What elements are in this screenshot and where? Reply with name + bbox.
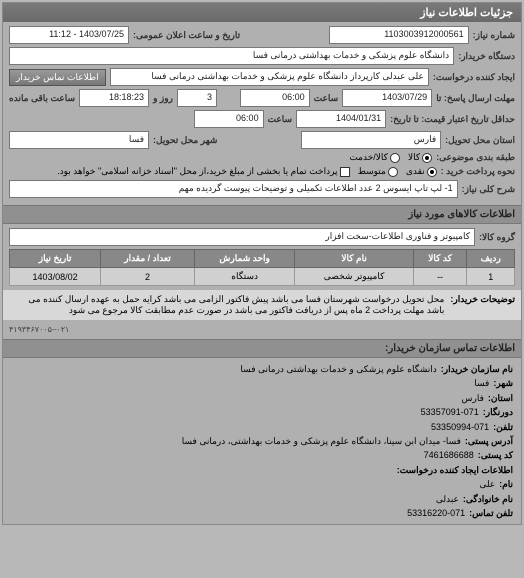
table-header: ردیف [467,250,515,268]
radio-icon [390,153,400,163]
deadline-date[interactable]: 1403/07/29 [342,89,432,107]
creator-field: علی عبدلی کارپرداز دانشگاه علوم پزشکی و … [110,68,429,86]
radio-icon [427,167,437,177]
table-header: کد کالا [413,250,467,268]
radio-inst-label: پرداخت تمام یا بخشی از مبلغ خرید،از محل … [57,166,337,177]
postcode-value: 7461686688 [424,448,474,462]
time-label-2: ساعت [268,114,293,125]
valid-until-label: حداقل تاریخ اعتبار قیمت: تا تاریخ: [390,114,515,125]
days-left: 3 [177,89,217,107]
contact-area: نام سازمان خریدار: دانشگاه علوم پزشکی و خ… [3,358,521,524]
day-label: روز و [153,93,173,104]
radio-cash[interactable]: نقدی [406,166,437,177]
radio-all[interactable]: کالا [408,152,432,163]
radio-mid-label: متوسط [358,166,386,177]
table-cell: کامپیوتر شخصی [295,268,413,286]
deadline-label: مهلت ارسال پاسخ: تا [436,93,515,104]
radio-inst[interactable]: پرداخت تمام یا بخشی از مبلغ خرید،از محل … [57,166,349,177]
buyer-field: دانشگاه علوم پزشکی و خدمات بهداشتی درمان… [9,47,454,65]
table-header: واحد شمارش [194,250,295,268]
ctel-value: 53316220-071 [407,506,465,520]
pack-type-label: طبقه بندی موضوعی: [436,152,515,163]
name-value: علی [479,477,495,491]
c-province-value: فارس [462,391,484,405]
valid-until-date[interactable]: 1404/01/31 [296,110,386,128]
footer-number: ۰۲۱–۴۱۹۳۴۶۷۰۰۵ [9,325,69,334]
contact-section-title: اطلاعات تماس سازمان خریدار: [3,339,521,358]
ctel-label: تلفن تماس: [469,506,513,520]
time-label-1: ساعت [314,93,339,104]
radio-service[interactable]: کالا/خدمت [349,152,400,163]
deadline-time[interactable]: 06:00 [240,89,310,107]
fax-label: دورنگار: [483,405,513,419]
announce-label: تاریخ و ساعت اعلان عمومی: [133,30,240,41]
notes-text: محل تحویل درخواست شهرستان فسا می باشد پی… [9,294,444,316]
radio-cash-label: نقدی [406,166,425,177]
valid-until-time[interactable]: 06:00 [194,110,264,128]
org-value: دانشگاه علوم پزشکی و خدمات بهداشتی درمان… [240,362,436,376]
hours-left-label: ساعت باقی مانده [9,93,75,104]
city-field[interactable]: فسا [9,131,149,149]
table-cell: دستگاه [194,268,295,286]
fax-value: 53357091-071 [421,405,479,419]
radio-service-label: کالا/خدمت [349,152,388,163]
lname-value: عبدلی [436,492,459,506]
org-label: نام سازمان خریدار: [441,362,513,376]
notes-label: توضیحات خریدار: [450,294,515,316]
c-province-label: استان: [488,391,513,405]
buyer-label: دستگاه خریدار: [458,51,515,62]
tel-label: تلفن: [493,420,513,434]
table-header: تاریخ نیاز [10,250,101,268]
pack-type-group: کالا کالا/خدمت [349,152,432,163]
request-no-label: شماره نیاز: [473,30,515,41]
radio-all-label: کالا [408,152,420,163]
desc-label: شرح کلی نیاز: [462,184,515,195]
creator-info-label: اطلاعات ایجاد کننده درخواست: [397,463,513,477]
footer-bar: ۰۲۱–۴۱۹۳۴۶۷۰۰۵ [3,320,521,339]
notes-row: توضیحات خریدار: محل تحویل درخواست شهرستا… [3,290,521,320]
panel-header: جزئیات اطلاعات نیاز [3,3,521,22]
announce-field: 1403/07/25 - 11:12 [9,26,129,44]
radio-icon [422,153,432,163]
group-label: گروه کالا: [479,232,515,243]
c-city-value: فسا [474,376,489,390]
address-label: آدرس پستی: [465,434,513,448]
address-value: فسا- میدان ابن سینا، دانشگاه علوم پزشکی … [182,434,461,448]
table-cell: -- [413,268,467,286]
creator-label: ایجاد کننده درخواست: [433,72,515,83]
group-field[interactable]: کامپیوتر و فناوری اطلاعات-سخت افزار [9,228,475,246]
goods-table: ردیفکد کالانام کالاواحد شمارشتعداد / مقد… [9,249,515,286]
tel-value: 53350994-071 [431,420,489,434]
pay-type-group: نقدی متوسط پرداخت تمام یا بخشی از مبلغ خ… [57,166,437,177]
table-header: تعداد / مقدار [101,250,195,268]
contact-button[interactable]: اطلاعات تماس خریدار [9,69,106,86]
table-cell: 1 [467,268,515,286]
city-label: شهر محل تحویل: [153,135,217,146]
goods-area: گروه کالا: کامپیوتر و فناوری اطلاعات-سخت… [3,224,521,290]
table-row[interactable]: 1--کامپیوتر شخصیدستگاه21403/08/02 [10,268,515,286]
form-area: شماره نیاز: 1103003912000561 تاریخ و ساع… [3,22,521,205]
radio-mid[interactable]: متوسط [358,166,398,177]
request-no-field[interactable]: 1103003912000561 [329,26,469,44]
province-label: استان محل تحویل: [445,135,515,146]
hours-left: 18:18:23 [79,89,149,107]
desc-field[interactable]: 1- لپ تاپ ایسوس 2 عدد اطلاعات تکمیلی و ت… [9,180,458,198]
radio-icon [388,167,398,177]
panel-title: جزئیات اطلاعات نیاز [420,7,513,19]
table-cell: 1403/08/02 [10,268,101,286]
province-field[interactable]: فارس [301,131,441,149]
c-city-label: شهر: [493,376,513,390]
postcode-label: کد پستی: [478,448,513,462]
pay-type-label: نحوه پرداخت خرید : [441,166,515,177]
checkbox-icon [340,167,350,177]
table-header: نام کالا [295,250,413,268]
lname-label: نام خانوادگی: [463,492,513,506]
goods-section-title: اطلاعات کالاهای مورد نیاز [3,205,521,224]
name-label: نام: [499,477,513,491]
main-panel: جزئیات اطلاعات نیاز شماره نیاز: 11030039… [2,2,522,525]
table-cell: 2 [101,268,195,286]
